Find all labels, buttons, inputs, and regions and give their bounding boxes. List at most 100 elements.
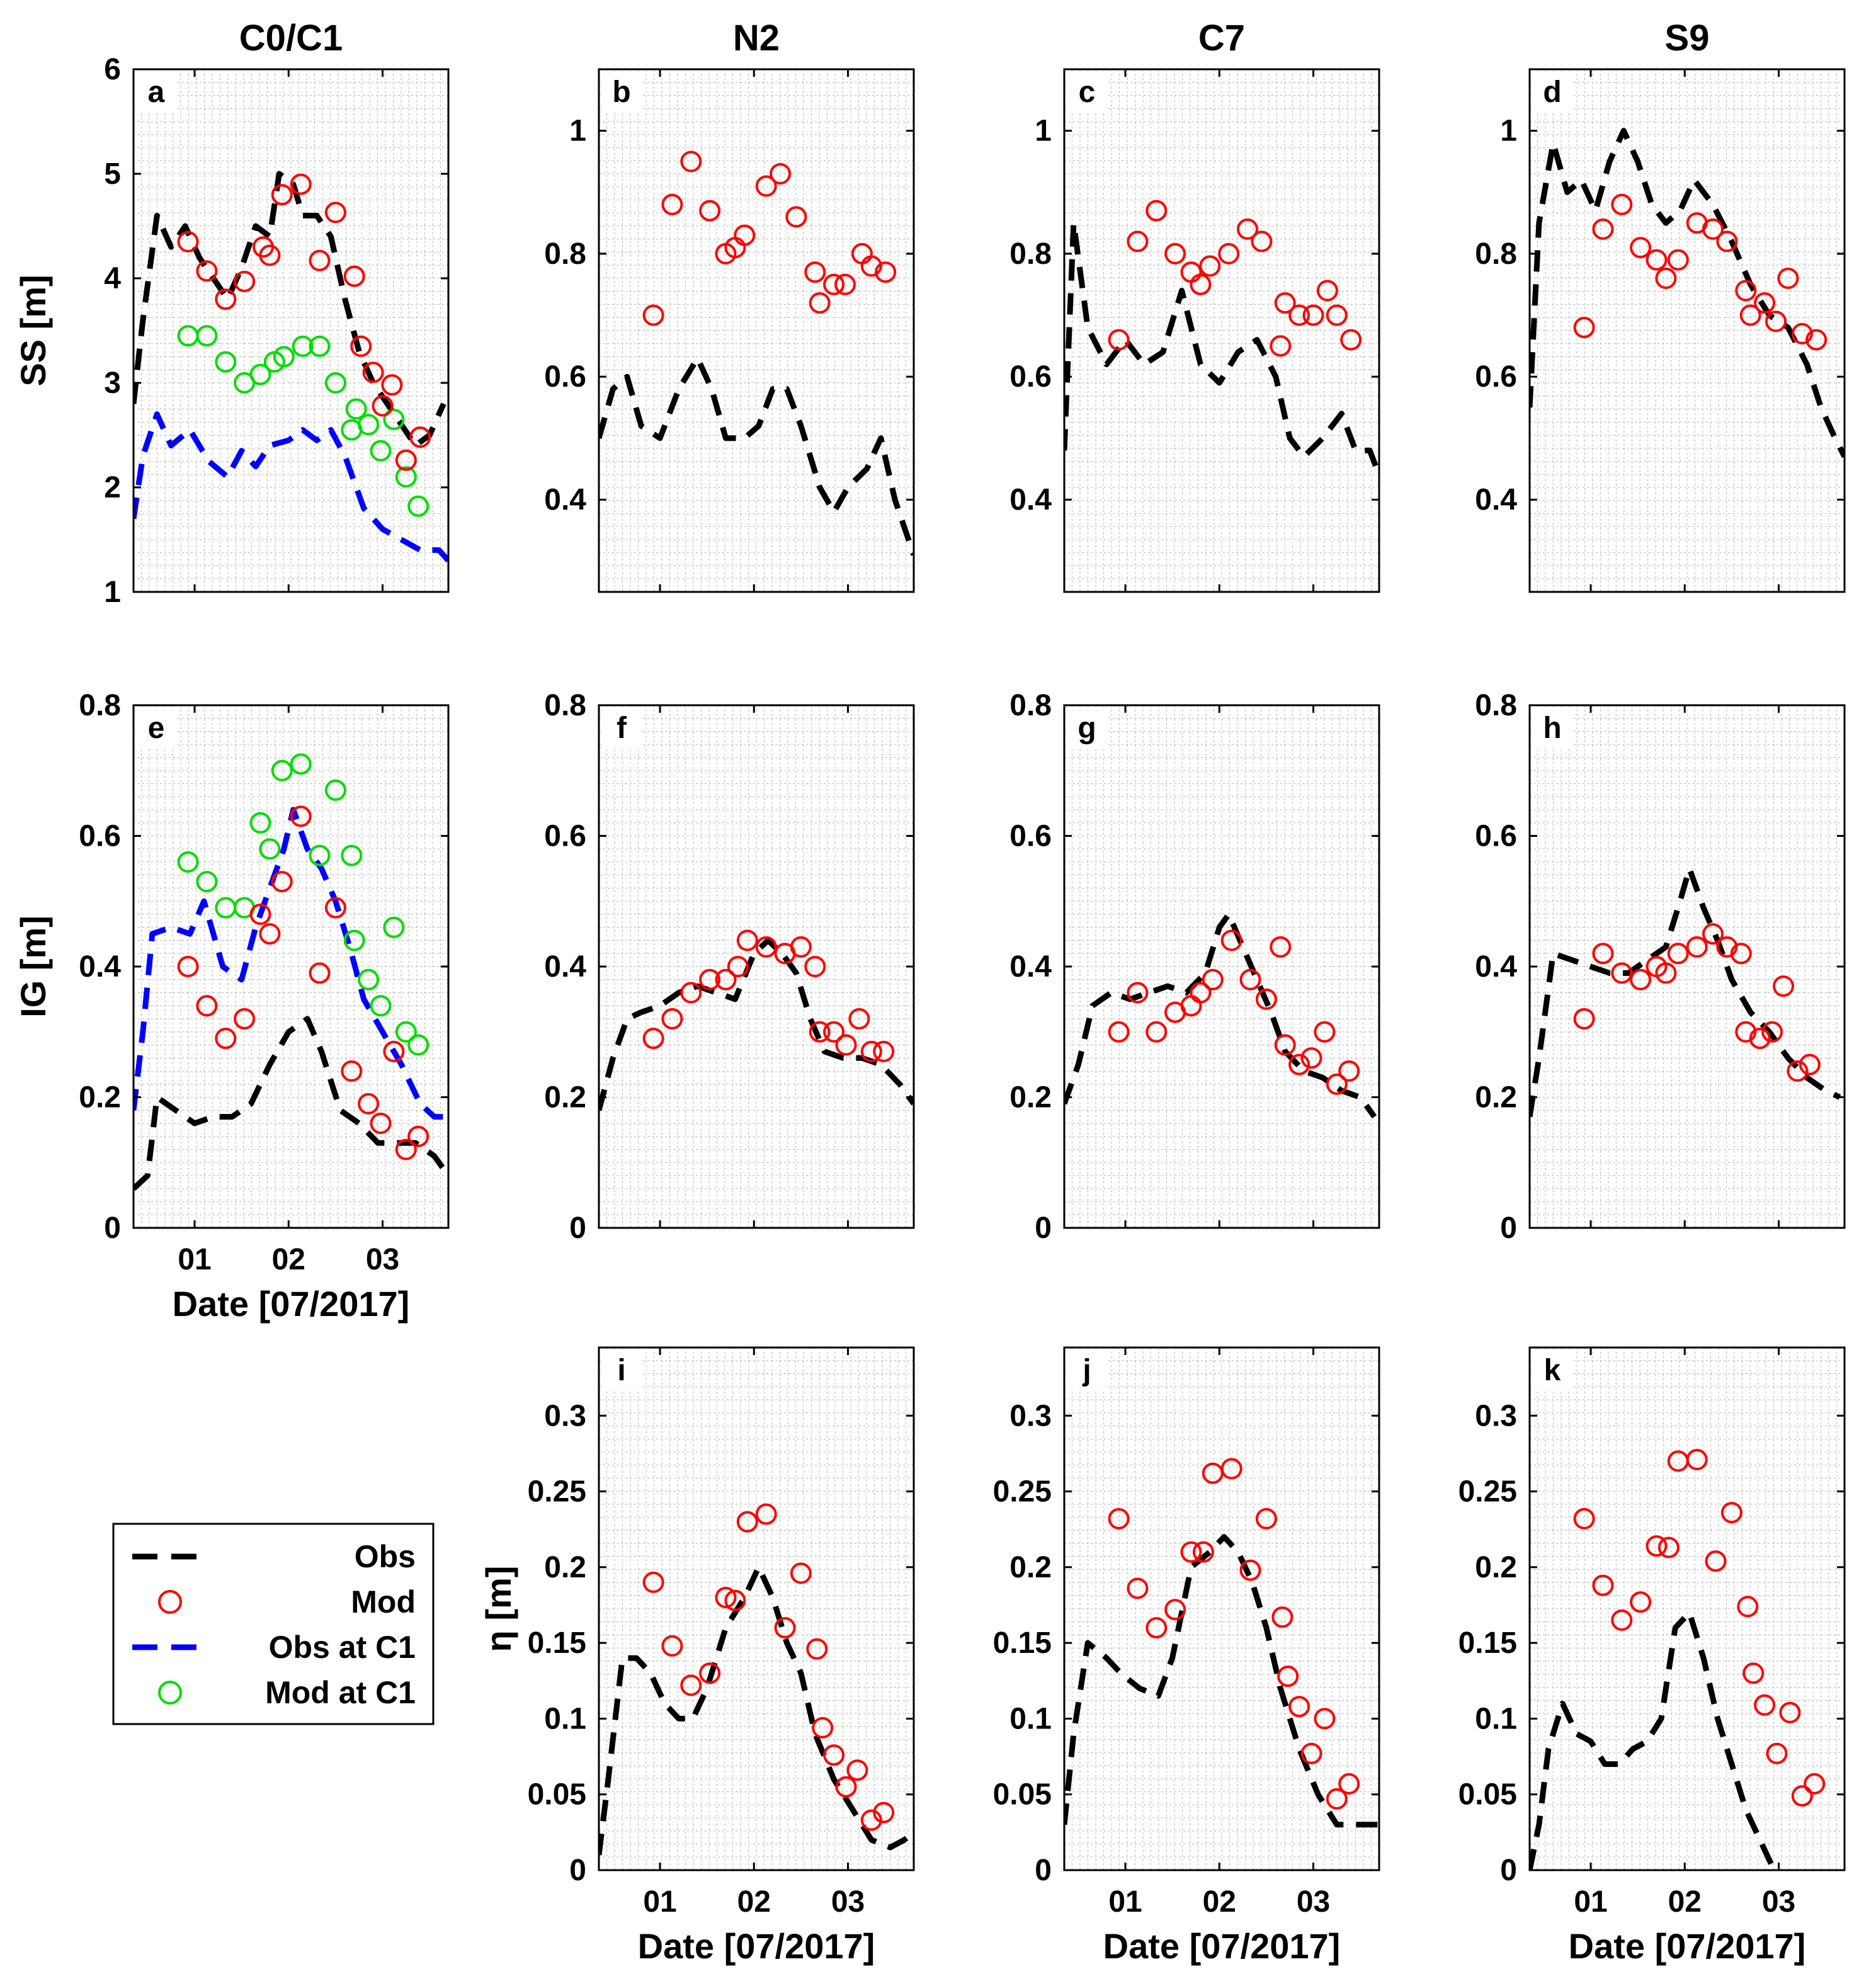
y-tick-label: 0.4 <box>1475 950 1517 984</box>
y-tick-label: 0.6 <box>1009 820 1052 853</box>
y-tick-label: 0.6 <box>79 820 121 853</box>
mod-point <box>1735 1021 1757 1043</box>
mod-point <box>1611 193 1633 215</box>
y-tick-label: 0.2 <box>544 1081 586 1115</box>
x-axis-label: Date [07/2017] <box>173 1284 410 1324</box>
mod-point <box>177 956 199 977</box>
mod-c1-point <box>196 325 218 347</box>
mod-point <box>875 261 897 283</box>
panel-letter: f <box>617 712 627 745</box>
obs-line <box>134 1016 448 1191</box>
mod-c1-point <box>259 838 281 860</box>
mod-point <box>259 244 281 266</box>
mod-point <box>1766 1742 1788 1764</box>
mod-point <box>1145 1617 1168 1639</box>
mod-point <box>196 995 218 1017</box>
panel-letter: g <box>1077 712 1096 745</box>
panel-i: 0 0.05 0.1 0.15 0.2 0.25 0.3 01 02 03 Date [07/201… <box>479 1346 915 1966</box>
mod-point <box>1326 1073 1348 1095</box>
axes-frame <box>1528 68 1846 593</box>
mod-point <box>823 1021 845 1043</box>
mod-point <box>309 249 331 271</box>
mod-point <box>1749 1028 1771 1050</box>
mod-c1-point <box>383 409 405 431</box>
mod-point <box>1239 968 1261 990</box>
panel-letter: e <box>148 712 165 745</box>
mod-point <box>290 805 312 827</box>
mod-point <box>873 1802 895 1824</box>
mod-point <box>1779 1701 1801 1723</box>
mod-point <box>1202 968 1224 990</box>
y-tick-label: 0.05 <box>528 1778 586 1812</box>
mod-c1-point <box>345 398 367 420</box>
mod-point <box>860 1809 882 1831</box>
mod-point <box>177 230 199 253</box>
mod-point <box>215 1028 237 1050</box>
mod-point <box>1326 1788 1348 1810</box>
mod-point <box>1646 1535 1668 1557</box>
panel-letter: a <box>148 76 165 109</box>
mod-point <box>1735 280 1757 302</box>
mod-point <box>1192 1541 1214 1563</box>
panel-e: 0 0.2 0.4 0.6 0.8 01 02 03 Date [07/2017] e IG [m] <box>13 689 450 1324</box>
mod-point <box>873 1040 895 1062</box>
mod-point <box>809 1021 831 1043</box>
obs-line <box>1064 1534 1379 1828</box>
mod-point <box>1316 280 1338 302</box>
x-tick-label: 01 <box>1108 1885 1142 1919</box>
mod-point <box>1742 1662 1765 1684</box>
mod-point <box>1127 1577 1149 1599</box>
obs-line <box>1064 220 1379 477</box>
mod-point <box>661 1008 683 1030</box>
y-tick-label: 2 <box>104 471 121 504</box>
y-tick-label: 0.2 <box>1475 1551 1517 1584</box>
y-tick-label: 0.1 <box>1009 1702 1052 1735</box>
mod-point <box>234 1008 256 1030</box>
mod-point <box>350 335 372 357</box>
mod-point <box>1288 304 1310 326</box>
mod-point <box>1271 1606 1293 1628</box>
panel-letter-bg <box>1068 1351 1107 1390</box>
legend-label: Mod at C1 <box>265 1675 416 1710</box>
mod-point <box>1787 1060 1809 1082</box>
x-tick-label: 01 <box>1574 1885 1607 1919</box>
y-tick-label: 0 <box>104 1211 121 1245</box>
mod-point <box>395 449 417 471</box>
mod-point <box>249 904 271 925</box>
column-title: N2 <box>733 18 780 59</box>
mod-c1-point <box>370 440 392 462</box>
mod-c1-point <box>358 414 380 436</box>
y-tick-label: 5 <box>104 157 121 191</box>
mod-point <box>642 1571 664 1593</box>
mod-point <box>755 936 777 958</box>
mod-point <box>770 163 792 184</box>
y-tick-label: 0.1 <box>1475 1702 1517 1735</box>
x-tick-label: 03 <box>1762 1885 1795 1919</box>
y-tick-label: 0.4 <box>1009 484 1052 517</box>
mod-c1-point <box>292 335 314 357</box>
mod-point <box>407 1125 429 1147</box>
mod-point <box>1702 923 1724 945</box>
panel-letter: h <box>1543 712 1561 745</box>
axes-frame <box>598 1346 915 1871</box>
mod-c1-point <box>395 466 417 488</box>
legend-box <box>112 1523 435 1725</box>
panel-letter-bg <box>137 73 176 112</box>
mod-point <box>1754 1694 1776 1716</box>
mod-point <box>1190 982 1212 1004</box>
grid <box>599 705 914 1228</box>
y-tick-label: 0.2 <box>1475 1081 1517 1115</box>
mod-point <box>1108 1507 1130 1529</box>
mod-c1-point <box>370 995 392 1017</box>
column-title: S9 <box>1665 18 1710 59</box>
mod-point <box>1686 936 1708 958</box>
y-tick-label: 0.4 <box>79 950 121 984</box>
mod-c1-point <box>324 779 346 801</box>
mod-point <box>1592 218 1614 240</box>
y-tick-label: 0.05 <box>1458 1778 1517 1812</box>
y-tick-label: 0 <box>1500 1854 1517 1887</box>
mod-point <box>1761 1021 1783 1043</box>
panel-letter-bg <box>1533 709 1572 748</box>
legend-circle-swatch <box>158 1590 182 1614</box>
mod-point <box>271 184 293 206</box>
